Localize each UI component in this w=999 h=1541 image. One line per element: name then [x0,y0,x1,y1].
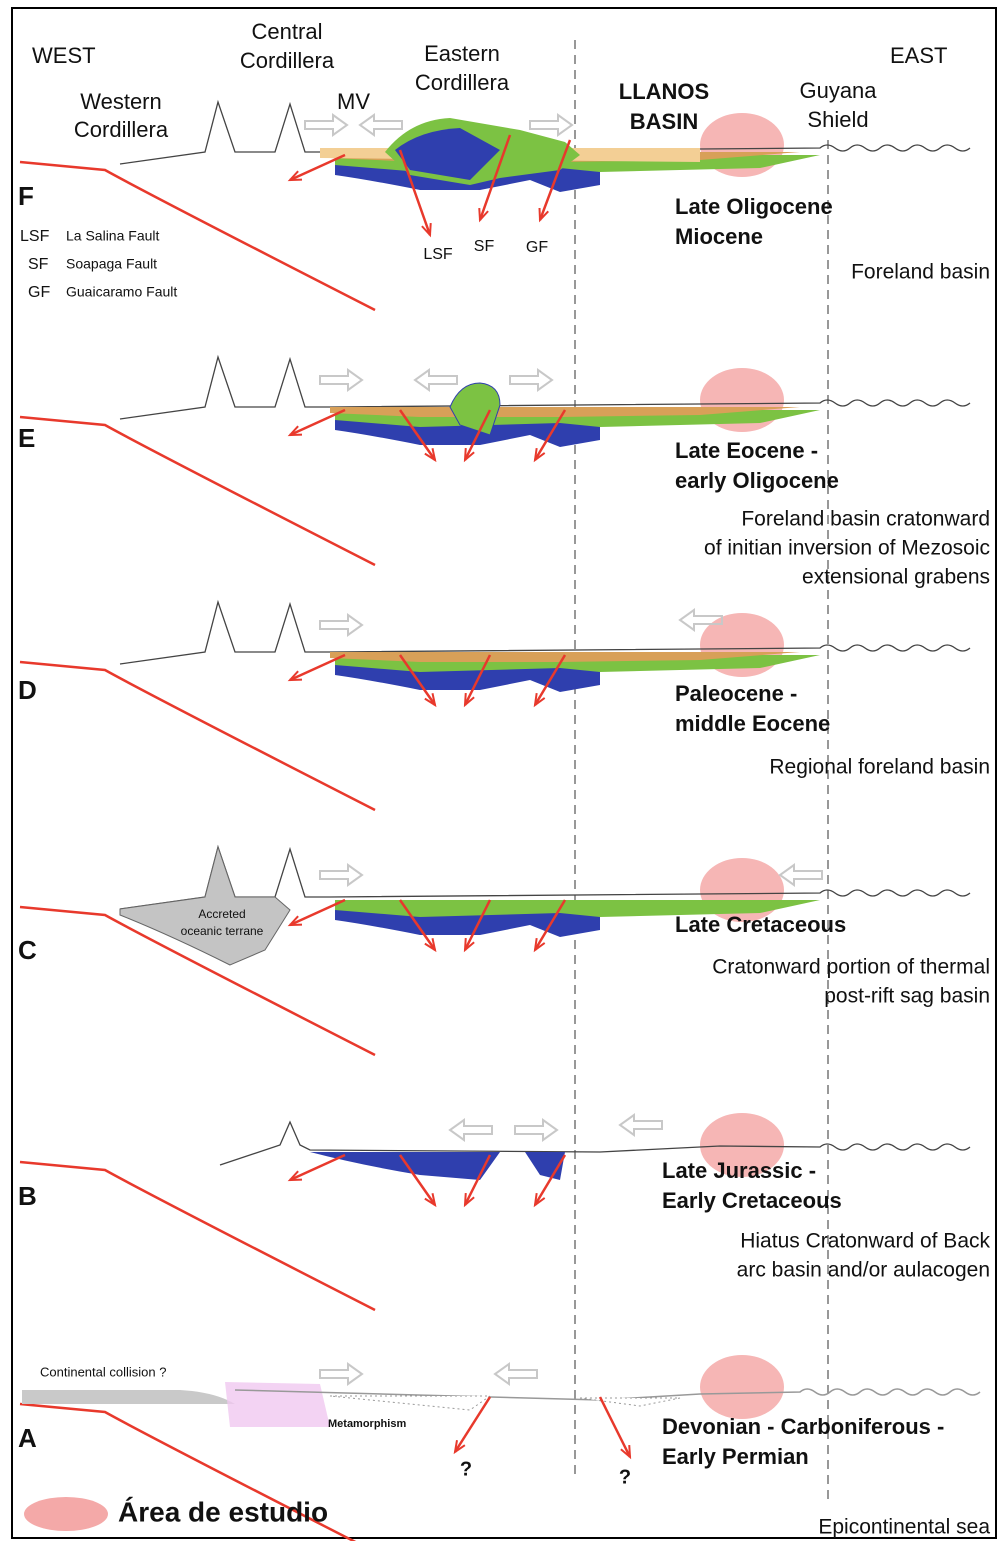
label-region: Guyana [799,78,877,103]
motion-arrow [360,115,402,135]
panel-letter: B [18,1181,37,1211]
panel-letter: C [18,935,37,965]
subduction-slab [20,1162,375,1310]
panel-description: Hiatus Cratonward of Back [740,1230,990,1253]
continental-wedge [22,1390,235,1404]
annotation: Accreted [198,907,245,921]
panel-description: of initian inversion of Mezosoic [704,537,990,560]
panel-description: Regional foreland basin [769,756,990,779]
panel-age: Devonian - Carboniferous - [662,1414,944,1439]
panel-age: Late Oligocene [675,194,833,219]
metamorphic-zone [225,1382,330,1427]
motion-arrow [620,1115,662,1135]
panel-letter: E [18,423,35,453]
fault-label: GF [526,239,548,256]
label-basin: LLANOS [619,79,709,104]
panel-description: post-rift sag basin [824,985,990,1008]
legend-label: Área de estudio [118,1496,328,1527]
question-mark: ? [619,1466,631,1488]
annotation: Continental collision ? [40,1364,166,1379]
motion-arrow [530,115,572,135]
panel-letter: F [18,181,34,211]
motion-arrow [320,865,362,885]
label-basin: BASIN [630,109,698,134]
motion-arrow [320,1364,362,1384]
panel-age: Early Permian [662,1444,809,1469]
fault [290,1155,345,1180]
label-region: Shield [807,107,868,132]
label-region: Cordillera [74,117,169,142]
subduction-slab [20,417,375,565]
annotation: Metamorphism [328,1418,406,1430]
study-area [700,1355,784,1419]
panel-age: early Oligocene [675,468,839,493]
panel-age: Late Eocene - [675,438,818,463]
motion-arrow [780,865,822,885]
basin-fill [310,1152,565,1180]
panel-description: Foreland basin [851,261,990,284]
panel-description: arc basin and/or aulacogen [737,1259,990,1282]
panel-age: Miocene [675,224,763,249]
topography [220,1122,970,1165]
legend-abbr: GF [28,284,50,301]
motion-arrow [515,1120,557,1140]
panel-age: Late Jurassic - [662,1158,816,1183]
motion-arrow [320,615,362,635]
panel-description: extensional grabens [802,566,990,589]
diagram: WEST EAST Western Cordillera Central Cor… [0,0,999,1541]
fault-label: SF [474,238,495,255]
fault [600,1397,630,1457]
annotation: oceanic terrane [181,924,264,938]
label-region: Cordillera [415,70,510,95]
panel-description: Cratonward portion of thermal [712,956,990,979]
label-region: Cordillera [240,48,335,73]
label-west: WEST [32,43,96,68]
panel-age: middle Eocene [675,711,830,736]
panel-age: Paleocene - [675,681,797,706]
panel-description: Epicontinental sea [818,1516,990,1539]
legend-name: Soapaga Fault [66,256,157,272]
accreted-terrane [120,847,290,965]
label-region: Eastern [424,41,500,66]
label-region: MV [337,89,370,114]
fault-label: LSF [423,246,453,263]
panel-letter: A [18,1423,37,1453]
sections [20,102,980,1541]
legend-swatch [24,1497,108,1531]
legend-name: Guaicaramo Fault [66,284,177,300]
legend-abbr: SF [28,256,49,273]
label-east: EAST [890,43,947,68]
motion-arrow [495,1364,537,1384]
label-region: Western [80,89,162,114]
subduction-slab [20,662,375,810]
panel-letter: D [18,675,37,705]
panel-age: Late Cretaceous [675,912,846,937]
panel-age: Early Cretaceous [662,1188,842,1213]
motion-arrow [415,370,457,390]
question-mark: ? [460,1458,472,1480]
label-region: Central [252,19,323,44]
legend-abbr: LSF [20,228,50,245]
motion-arrow [320,370,362,390]
motion-arrow [510,370,552,390]
legend-name: La Salina Fault [66,228,160,244]
motion-arrow [305,115,347,135]
panel-description: Foreland basin cratonward [741,508,990,531]
motion-arrow [450,1120,492,1140]
